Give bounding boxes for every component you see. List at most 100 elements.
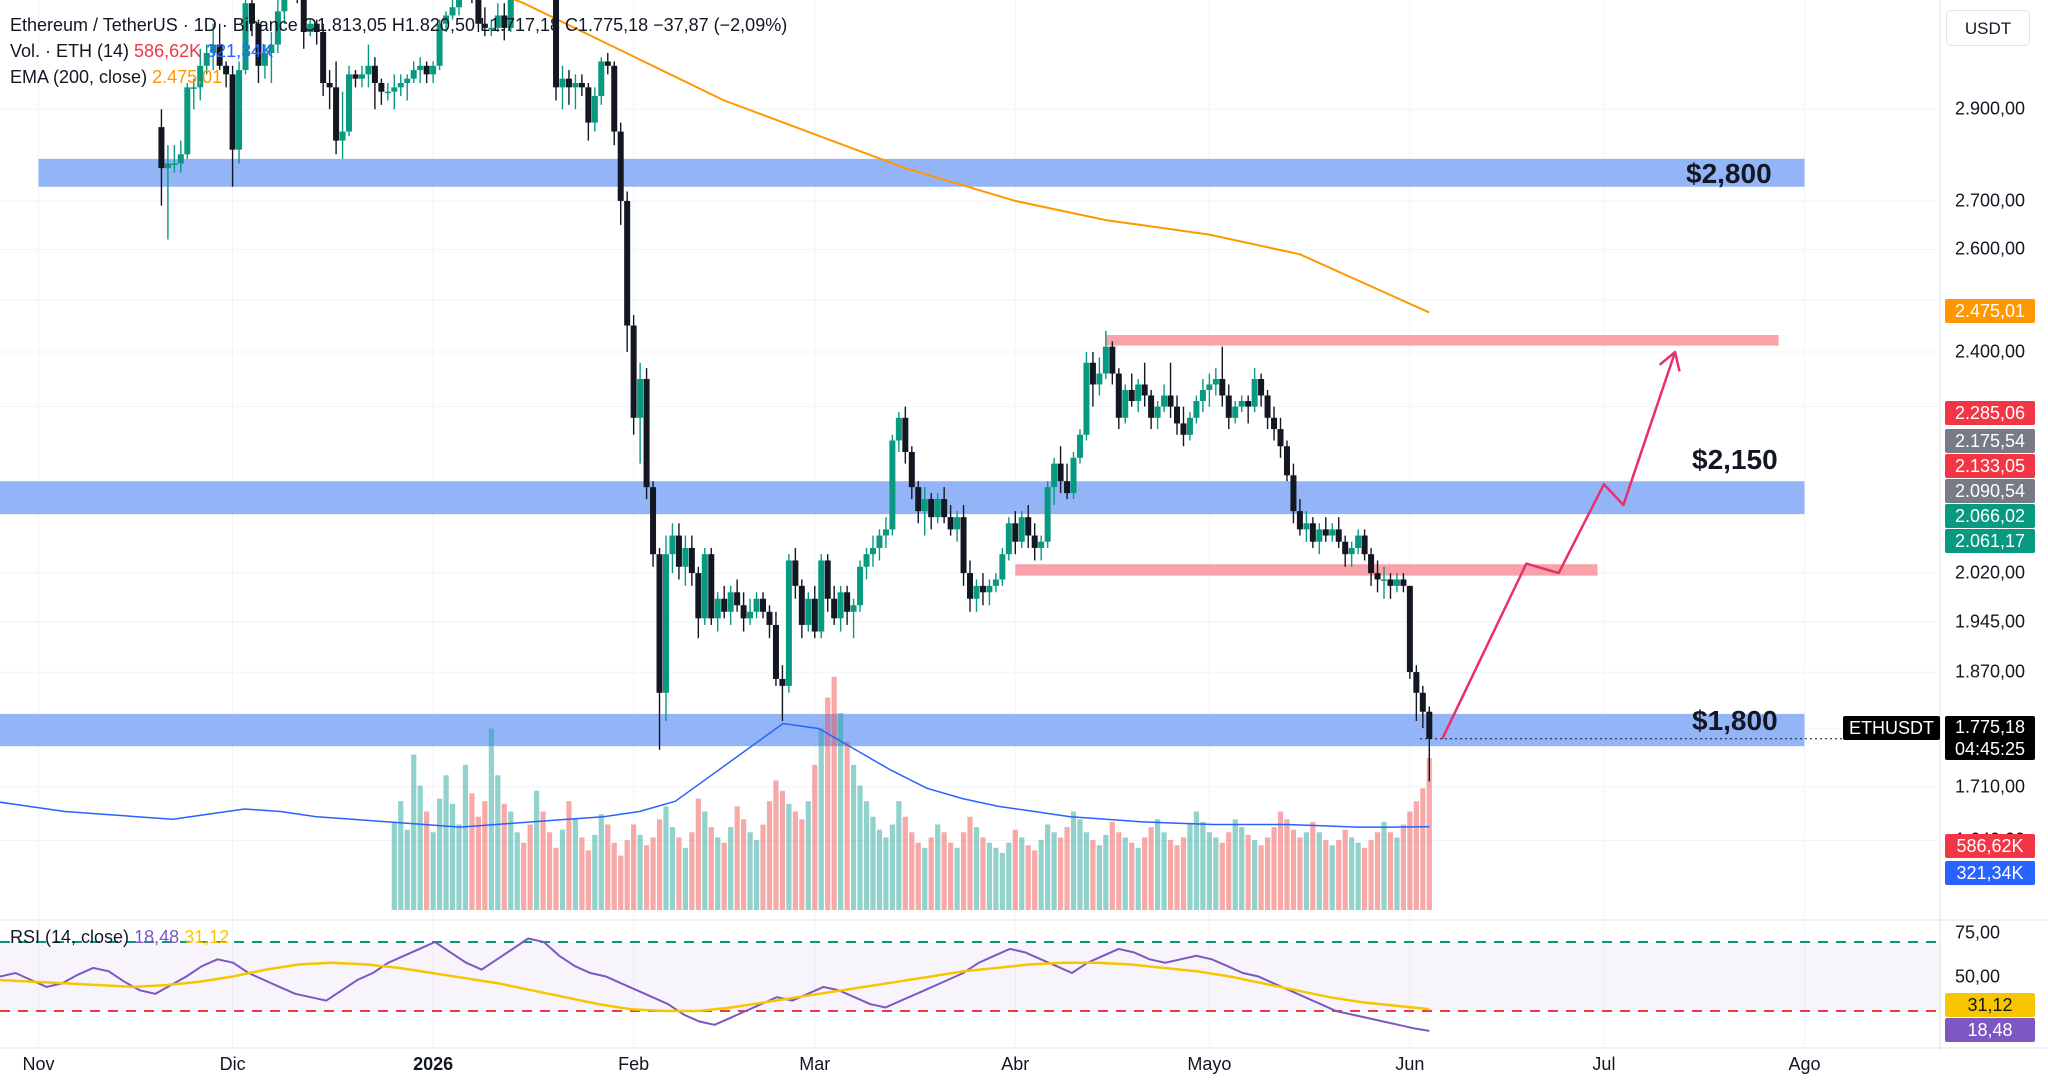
candle[interactable] — [650, 481, 657, 567]
candle[interactable] — [333, 61, 340, 155]
candle[interactable] — [449, 0, 456, 20]
candle[interactable] — [818, 554, 825, 639]
candle[interactable] — [371, 57, 378, 110]
candle[interactable] — [236, 61, 243, 164]
candle[interactable] — [811, 585, 818, 639]
legend-row-ema[interactable]: EMA (200, close) 2.475,01 — [10, 66, 222, 88]
candle[interactable] — [1381, 566, 1388, 599]
candle[interactable] — [559, 65, 566, 110]
candle[interactable] — [248, 0, 255, 37]
candle[interactable] — [158, 109, 165, 206]
candle[interactable] — [798, 579, 805, 639]
candle[interactable] — [1361, 529, 1368, 561]
candle[interactable] — [384, 82, 391, 101]
candle[interactable] — [637, 362, 644, 464]
candle[interactable] — [1355, 529, 1362, 555]
candle[interactable] — [882, 517, 889, 548]
candle[interactable] — [1387, 573, 1394, 599]
candle[interactable] — [1167, 362, 1174, 418]
candle[interactable] — [1245, 395, 1252, 424]
candle[interactable] — [585, 82, 592, 141]
candle[interactable] — [1180, 406, 1187, 447]
candle[interactable] — [494, 3, 501, 33]
candle[interactable] — [753, 592, 760, 619]
candle[interactable] — [1051, 457, 1058, 506]
candle[interactable] — [1400, 573, 1407, 593]
candle[interactable] — [1083, 352, 1090, 441]
candle[interactable] — [1031, 523, 1038, 561]
legend-row-volume[interactable]: Vol. · ETH (14) 586,62K 321,34K — [10, 40, 273, 62]
candle[interactable] — [210, 23, 217, 71]
candle[interactable] — [1025, 505, 1032, 548]
candle[interactable] — [675, 523, 682, 580]
candle[interactable] — [1186, 412, 1193, 441]
candle[interactable] — [1089, 352, 1096, 407]
candle[interactable] — [455, 0, 462, 16]
candle[interactable] — [999, 547, 1006, 586]
candle[interactable] — [469, 0, 475, 4]
candle[interactable] — [164, 145, 171, 240]
candle[interactable] — [734, 579, 741, 612]
candle[interactable] — [624, 191, 631, 352]
candle[interactable] — [268, 32, 275, 83]
candle[interactable] — [242, 0, 249, 75]
candle[interactable] — [915, 481, 922, 524]
candle[interactable] — [1271, 406, 1278, 441]
candle[interactable] — [436, 19, 443, 71]
candle[interactable] — [1219, 346, 1226, 407]
candle[interactable] — [190, 78, 197, 110]
candle[interactable] — [423, 61, 430, 83]
legend-row-symbol[interactable]: Ethereum / TetherUS · 1D · Binance O1.81… — [10, 14, 787, 36]
candle[interactable] — [391, 74, 398, 110]
candle[interactable] — [572, 74, 579, 110]
candle[interactable] — [617, 122, 624, 225]
candle[interactable] — [857, 560, 864, 612]
candle[interactable] — [1290, 463, 1297, 524]
symbol-title[interactable]: Ethereum / TetherUS · 1D · Binance — [10, 15, 298, 35]
candle[interactable] — [197, 48, 204, 101]
candle[interactable] — [1193, 395, 1200, 424]
candle[interactable] — [779, 665, 786, 721]
candle[interactable] — [902, 406, 909, 464]
candle[interactable] — [669, 523, 676, 574]
candle[interactable] — [643, 368, 650, 500]
candle[interactable] — [410, 61, 417, 83]
candle[interactable] — [1174, 395, 1181, 435]
candle[interactable] — [203, 44, 210, 75]
candle[interactable] — [184, 82, 191, 159]
candle[interactable] — [695, 566, 702, 639]
candles-layer[interactable] — [158, 0, 1433, 782]
candle[interactable] — [727, 585, 734, 625]
candle[interactable] — [954, 511, 961, 542]
candle[interactable] — [1258, 373, 1265, 407]
candle[interactable] — [1316, 523, 1323, 555]
candle[interactable] — [326, 70, 333, 110]
candle[interactable] — [1238, 395, 1245, 413]
candle[interactable] — [611, 61, 618, 146]
candle[interactable] — [934, 493, 941, 524]
candle[interactable] — [986, 579, 993, 606]
volume-indicator-label[interactable]: Vol. · ETH (14) — [10, 41, 130, 61]
candle[interactable] — [837, 585, 844, 632]
candle[interactable] — [1329, 523, 1336, 542]
candle[interactable] — [1419, 685, 1426, 729]
candle[interactable] — [708, 547, 715, 625]
candle[interactable] — [171, 145, 178, 173]
candle[interactable] — [1342, 535, 1349, 567]
candle[interactable] — [979, 573, 986, 606]
candle[interactable] — [261, 44, 268, 79]
candle[interactable] — [947, 505, 954, 536]
candle[interactable] — [1109, 341, 1116, 385]
candle[interactable] — [1393, 573, 1400, 593]
candle[interactable] — [1199, 379, 1206, 413]
candle[interactable] — [1309, 517, 1316, 548]
candle[interactable] — [960, 505, 967, 586]
candle[interactable] — [992, 573, 999, 593]
candle[interactable] — [1296, 499, 1303, 536]
candle[interactable] — [488, 19, 495, 37]
candle[interactable] — [1057, 446, 1064, 494]
candle[interactable] — [630, 315, 637, 435]
candle[interactable] — [1225, 384, 1232, 430]
candle[interactable] — [967, 560, 974, 612]
candle[interactable] — [417, 57, 424, 83]
